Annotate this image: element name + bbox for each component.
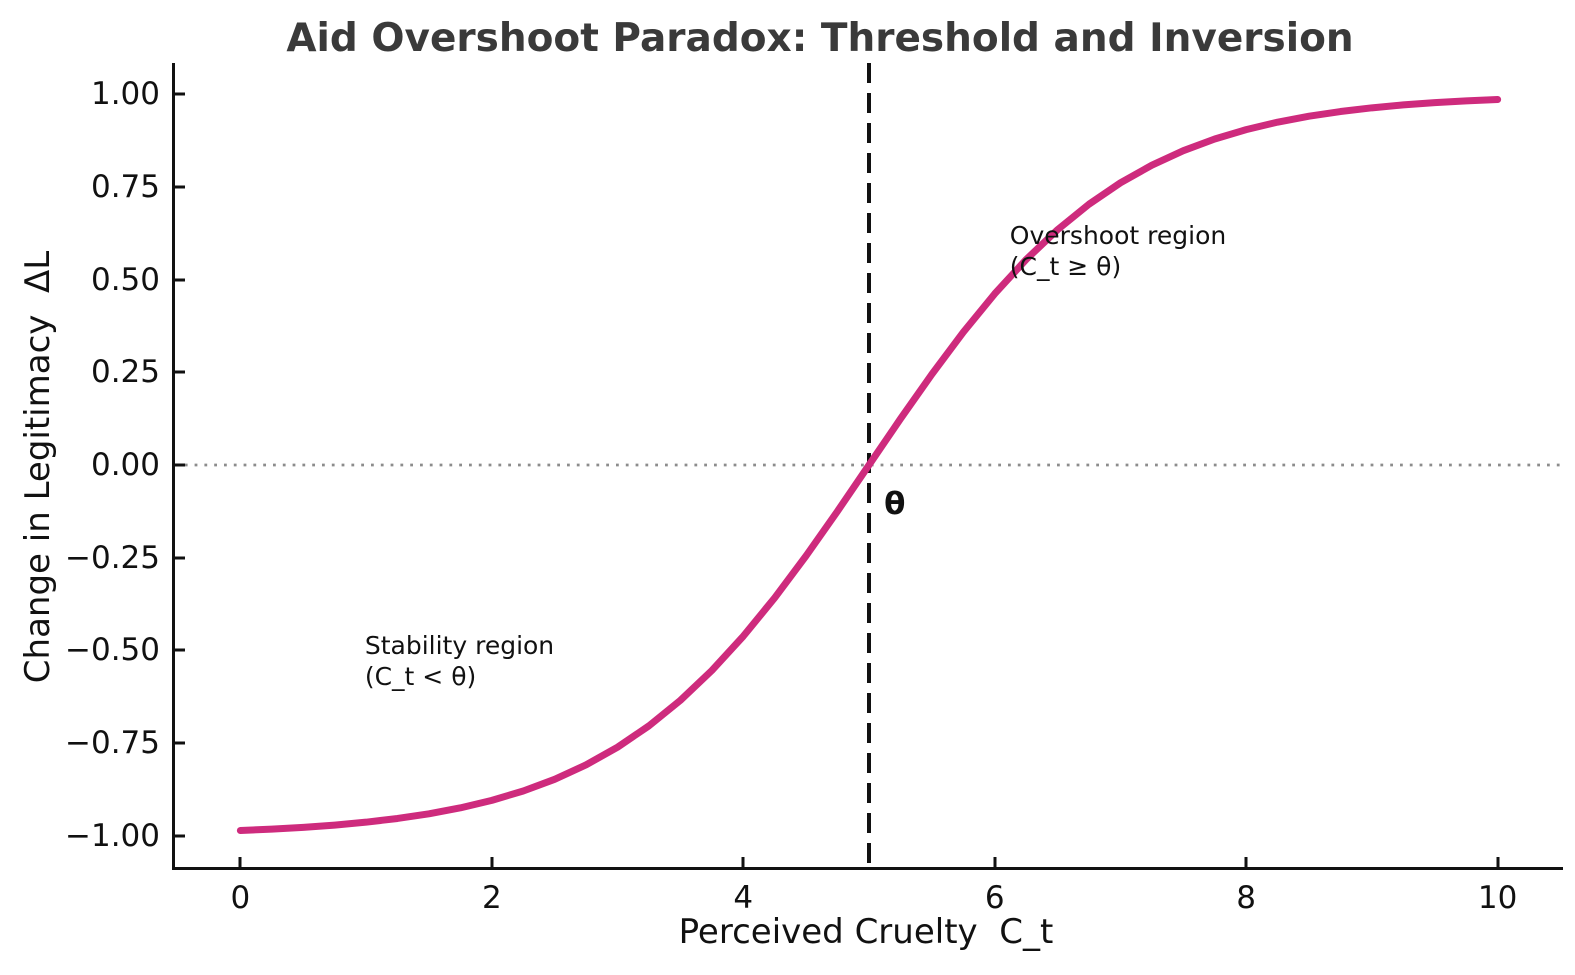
y-tick-label: 0.75 xyxy=(90,169,160,206)
y-tick-label: −1.00 xyxy=(65,817,160,854)
overshoot-region-label: Overshoot region (C_t ≥ θ) xyxy=(1010,220,1226,282)
x-tick-label: 4 xyxy=(733,880,754,916)
chart-title: Aid Overshoot Paradox: Threshold and Inv… xyxy=(286,16,1354,61)
y-tick-mark xyxy=(175,185,185,189)
x-axis-label: Perceived Cruelty C_t xyxy=(678,912,1054,952)
y-tick-mark xyxy=(175,463,185,467)
x-tick-mark xyxy=(741,857,745,867)
y-tick-mark xyxy=(175,648,185,652)
x-tick-label: 2 xyxy=(481,880,502,916)
x-tick-label: 8 xyxy=(1236,880,1257,916)
y-tick-label: −0.25 xyxy=(65,539,160,576)
plot-canvas xyxy=(175,63,1563,867)
y-tick-mark xyxy=(175,370,185,374)
y-tick-mark xyxy=(175,834,185,837)
y-tick-mark xyxy=(175,556,185,560)
x-tick-mark xyxy=(1496,857,1500,867)
y-tick-label: 0.25 xyxy=(90,354,160,391)
x-tick-label: 6 xyxy=(984,880,1005,916)
stability-region-label-line: Stability region xyxy=(364,630,555,660)
stability-region-label: Stability region (C_t < θ) xyxy=(365,630,554,692)
x-tick-mark xyxy=(238,857,242,867)
theta-label-line: θ xyxy=(884,486,906,523)
x-tick-mark xyxy=(993,857,997,867)
stability-region-label-line: (C_t < θ) xyxy=(364,661,477,691)
y-tick-label: −0.50 xyxy=(65,632,160,669)
y-tick-label: 0.50 xyxy=(90,261,160,298)
overshoot-region-label-line: (C_t ≥ θ) xyxy=(1009,252,1122,282)
legitimacy-change-curve xyxy=(236,95,1502,835)
plot-area: 0 2 4 6 8 10 1.00 0.75 0.50 0.25 0.00 −0.25 −0.50 −0.… xyxy=(65,63,1563,916)
x-tick-mark xyxy=(1244,857,1248,867)
y-tick-label: 1.00 xyxy=(90,76,160,113)
overshoot-region-label-line: Overshoot region xyxy=(1009,221,1227,251)
x-tick-label: 0 xyxy=(230,880,251,916)
y-axis-label: Change in Legitimacy ΔL xyxy=(18,250,58,684)
y-tick-mark xyxy=(175,278,185,282)
y-tick-label: 0.00 xyxy=(90,447,160,483)
theta-label: θ xyxy=(884,487,905,521)
y-tick-label: −0.75 xyxy=(65,724,160,761)
y-tick-mark xyxy=(175,92,185,96)
y-tick-mark xyxy=(175,741,185,745)
x-tick-mark xyxy=(490,857,494,867)
x-tick-label: 10 xyxy=(1477,880,1518,916)
